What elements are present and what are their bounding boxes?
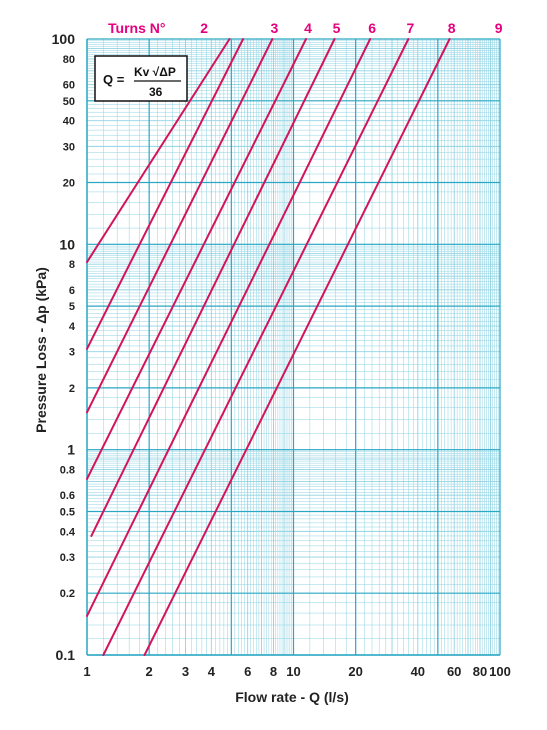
y-tick-label: 0.4 — [60, 526, 76, 538]
legend-title: Turns N° — [108, 20, 165, 36]
turn-label: 2 — [200, 20, 208, 36]
series-line — [86, 38, 372, 617]
x-tick-label: 6 — [244, 664, 251, 679]
series-line — [90, 38, 336, 537]
x-tick-label: 80 — [473, 664, 487, 679]
x-tick-label: 1 — [83, 664, 90, 679]
y-tick-label: 0.6 — [60, 490, 75, 502]
y-tick-label: 0.5 — [60, 506, 75, 518]
x-tick-label: 10 — [286, 664, 300, 679]
y-tick-label: 50 — [63, 96, 75, 108]
turn-label: 9 — [495, 20, 503, 36]
y-tick-label: 1 — [67, 442, 75, 458]
series-line — [102, 38, 410, 656]
turn-label: 8 — [448, 20, 456, 36]
formula-denominator: 36 — [149, 85, 163, 99]
series-lines — [86, 38, 451, 656]
y-tick-label: 20 — [63, 178, 75, 190]
x-tick-label: 40 — [411, 664, 425, 679]
y-tick-label: 40 — [63, 116, 75, 128]
y-tick-label: 30 — [63, 141, 75, 153]
series-line — [86, 38, 308, 480]
y-tick-label: 2 — [69, 383, 75, 395]
x-tick-label: 60 — [447, 664, 461, 679]
x-tick-label: 3 — [182, 664, 189, 679]
series-line — [86, 38, 245, 350]
y-tick-label: 10 — [59, 236, 75, 252]
y-tick-labels: 0.1 0.2 0.3 0.4 0.5 0.6 0.8 1 2 3 4 5 6 8 10 20 30 40 50 60… — [52, 31, 76, 663]
formula-lhs: Q = — [103, 72, 125, 87]
formula-numerator: Kv √ΔP — [134, 65, 176, 79]
turn-labels: 2 3 4 5 6 7 8 9 — [200, 20, 503, 36]
formula-frame — [94, 55, 188, 102]
x-tick-label: 100 — [489, 664, 511, 679]
y-tick-label: 6 — [69, 285, 75, 297]
series-line — [86, 38, 231, 264]
y-tick-label: 0.1 — [56, 647, 76, 663]
y-tick-label: 60 — [63, 80, 75, 92]
turn-label: 3 — [270, 20, 278, 36]
series-line — [86, 38, 274, 414]
x-tick-label: 20 — [348, 664, 362, 679]
y-tick-label: 3 — [69, 347, 75, 359]
x-axis-title: Flow rate - Q (l/s) — [235, 689, 349, 705]
x-tick-labels: 1 2 3 4 6 8 10 20 40 60 80 100 — [83, 664, 510, 679]
series-line — [143, 38, 451, 656]
turn-label: 5 — [333, 20, 341, 36]
y-tick-label: 8 — [69, 259, 75, 271]
y-tick-label: 0.3 — [60, 552, 75, 564]
y-tick-label: 4 — [69, 321, 76, 333]
turn-label: 4 — [304, 20, 312, 36]
y-tick-label: 80 — [63, 54, 75, 66]
y-tick-label: 100 — [52, 31, 76, 47]
y-tick-label: 0.2 — [60, 588, 75, 600]
x-tick-label: 8 — [270, 664, 277, 679]
turn-label: 6 — [368, 20, 376, 36]
x-tick-label: 4 — [208, 664, 216, 679]
y-tick-label: 0.8 — [60, 465, 75, 477]
x-tick-label: 2 — [146, 664, 153, 679]
turn-label: 7 — [406, 20, 414, 36]
formula-box: Q = Kv √ΔP 36 — [94, 55, 188, 102]
y-axis-title: Pressure Loss - Δp (kPa) — [33, 267, 49, 433]
y-tick-label: 5 — [69, 301, 75, 313]
